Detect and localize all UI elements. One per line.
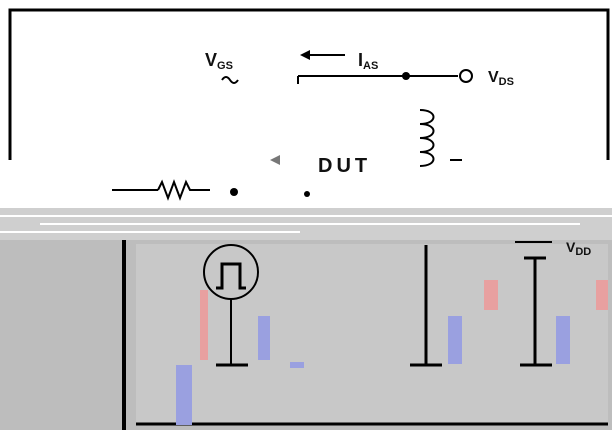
terminal [459,69,473,83]
pulse-symbol [216,262,246,290]
source-symbol [221,76,239,84]
gate-mark [270,155,280,165]
vds-label: VDS [488,69,514,88]
node [304,191,310,197]
node [230,188,238,196]
lower-inner [136,244,608,424]
vdd-label: VDD [566,239,591,258]
band-lines [0,215,612,233]
frame [8,8,610,160]
grounds [216,241,552,367]
resistor [157,179,210,201]
arrow-head [300,50,310,60]
ias-label: IAS [358,50,378,72]
inductor [419,109,435,167]
dut-label: DUT [318,155,371,177]
artifacts [176,280,608,425]
vgs-label: VGS [205,50,233,72]
node [402,72,410,80]
